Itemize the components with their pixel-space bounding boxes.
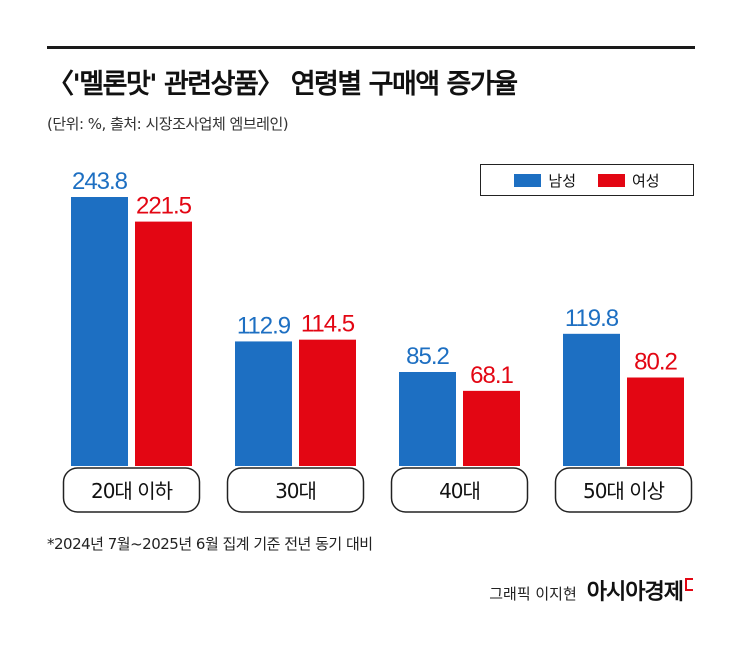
top-rule xyxy=(47,46,695,49)
credit: 그래픽 이지현 아시아경제 xyxy=(489,574,693,606)
publisher-logo: 아시아경제 xyxy=(587,574,693,606)
data-label-male-0: 243.8 xyxy=(72,168,128,195)
chart-title: 〈'멜론맛' 관련상품〉 연령별 구매액 증가율 xyxy=(47,69,518,100)
bar-male-2 xyxy=(399,371,456,466)
legend-item-female: 여성 xyxy=(598,170,660,191)
category-box-0 xyxy=(62,467,201,513)
logo-mark-icon xyxy=(685,577,693,591)
bar-female-0 xyxy=(135,221,192,466)
data-label-male-3: 119.8 xyxy=(565,305,619,332)
data-label-female-3: 80.2 xyxy=(634,349,677,376)
chart-subtitle: (단위: %, 출처: 시장조사업체 엠브레인) xyxy=(47,115,289,133)
data-label-female-2: 68.1 xyxy=(470,362,513,389)
bar-male-3 xyxy=(563,333,620,466)
category-label-3: 50대 이상 xyxy=(583,479,665,503)
category-label-0: 20대 이하 xyxy=(91,479,173,503)
data-label-female-1: 114.5 xyxy=(301,311,355,338)
category-box-2 xyxy=(390,467,529,513)
bar-female-2 xyxy=(463,390,520,466)
bar-male-0 xyxy=(71,197,128,466)
category-box-1 xyxy=(226,467,365,513)
category-label-2: 40대 xyxy=(439,479,480,503)
category-box-3 xyxy=(554,467,693,513)
credit-text: 그래픽 이지현 xyxy=(489,585,577,603)
data-label-male-1: 112.9 xyxy=(237,312,291,339)
data-label-male-2: 85.2 xyxy=(406,343,449,370)
publisher-logo-text: 아시아경제 xyxy=(586,580,684,605)
legend-label-male: 남성 xyxy=(548,171,576,190)
legend: 남성 여성 xyxy=(480,164,694,196)
legend-label-female: 여성 xyxy=(632,171,660,190)
bar-female-3 xyxy=(627,377,684,466)
category-label-1: 30대 xyxy=(275,479,316,503)
bar-female-1 xyxy=(299,339,356,466)
bar-male-1 xyxy=(235,341,292,466)
legend-swatch-male xyxy=(514,173,542,187)
legend-item-male: 남성 xyxy=(514,170,576,191)
footnote: *2024년 7월~2025년 6월 집계 기준 전년 동기 대비 xyxy=(47,535,373,553)
legend-swatch-female xyxy=(598,173,625,187)
bar-chart: 243.8 221.5 20대 이하 112.9 114.5 30대 85.2 68.1 40대… xyxy=(62,168,693,513)
data-label-female-0: 221.5 xyxy=(136,193,192,220)
